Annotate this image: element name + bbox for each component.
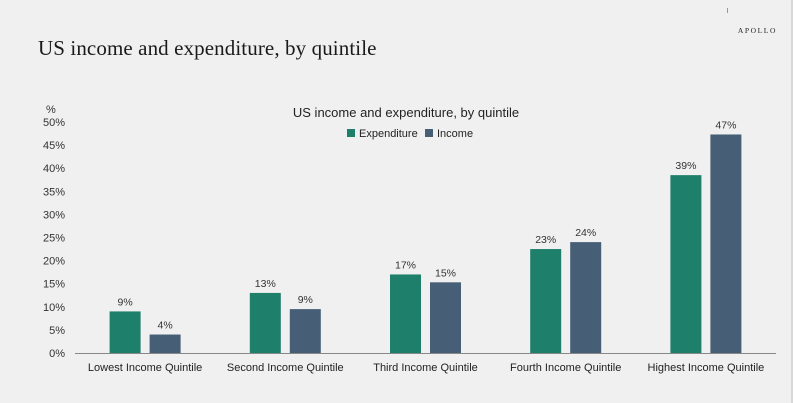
x-tick-label: Lowest Income Quintile [88,362,202,374]
data-label: 13% [255,278,276,290]
y-tick-label: 40% [43,163,65,175]
legend-swatch-income [425,129,433,137]
page-edge [791,0,793,403]
bar-income [289,309,321,353]
y-tick-label: 50% [43,117,65,129]
data-label: 24% [575,227,596,239]
data-label: 23% [535,234,556,246]
x-tick-label: Highest Income Quintile [648,362,765,374]
page-title: US income and expenditure, by quintile [38,36,377,60]
data-label: 9% [298,294,313,306]
x-tick-label: Third Income Quintile [373,362,478,374]
data-label: 15% [435,267,456,279]
y-tick-label: 15% [43,279,65,291]
legend-label-expenditure: Expenditure [359,128,418,140]
data-label: 9% [118,296,133,308]
x-axis: Lowest Income Quintile Second Income Quin… [75,353,776,374]
bar-income [430,282,461,353]
x-tick-label: Second Income Quintile [227,362,344,374]
data-label: 39% [675,160,696,172]
bars: 9% 4% 13% 9% 17% 15% 23% 24% 39% 47% [109,119,742,353]
data-label: 17% [395,259,416,271]
data-label: 4% [158,320,173,332]
bar-income [149,334,181,353]
x-tick-label: Fourth Income Quintile [510,362,621,374]
bar-expenditure [249,292,281,353]
bar-expenditure [670,175,702,353]
y-tick-label: 35% [43,186,65,198]
y-axis-unit-label: % [46,104,56,116]
y-tick-label: 30% [43,209,65,221]
y-tick-label: 20% [43,256,65,268]
bar-expenditure [109,311,141,353]
brand-mark [727,8,728,13]
bar-income [710,134,742,353]
y-tick-label: 5% [49,325,65,337]
y-axis: 0% 5% 10% 15% 20% 25% 30% 35% 40% 45% 50% [43,117,65,360]
legend-swatch-expenditure [347,129,355,137]
bar-income [570,242,602,353]
y-tick-label: 0% [49,348,65,360]
chart-title: US income and expenditure, by quintile [293,105,519,120]
bar-expenditure [530,249,562,353]
brand-logo: APOLLO [737,26,777,35]
y-tick-label: 45% [43,140,65,152]
bar-expenditure [390,274,421,353]
legend-label-income: Income [437,128,473,140]
y-tick-label: 10% [43,302,65,314]
legend: Expenditure Income [347,128,473,140]
y-tick-label: 25% [43,233,65,245]
data-label: 47% [715,119,736,131]
